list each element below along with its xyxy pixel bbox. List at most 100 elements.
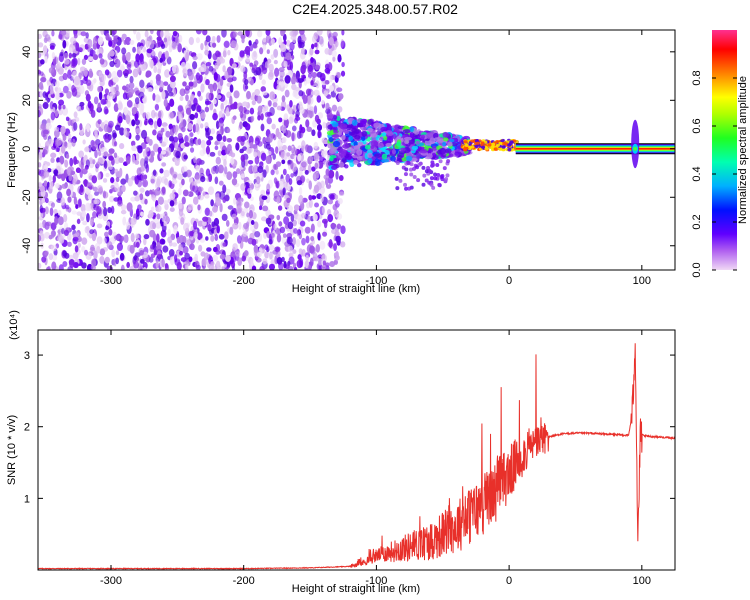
heatmap-cell <box>67 241 72 247</box>
heatmap-cell <box>245 30 250 37</box>
heatmap-cell <box>325 102 330 111</box>
heatmap-cell <box>202 30 208 36</box>
heatmap-cell <box>268 63 274 72</box>
heatmap-cell <box>334 40 339 48</box>
heatmap-cell <box>99 58 105 65</box>
heatmap-cell <box>277 205 283 211</box>
heatmap-cell <box>268 70 274 78</box>
heatmap-cell <box>249 62 254 67</box>
heatmap-cell <box>98 53 103 59</box>
heatmap-cell <box>202 190 206 197</box>
heatmap-cell <box>189 147 195 153</box>
heatmap-cell <box>251 64 258 72</box>
heatmap-cell <box>104 136 111 143</box>
heatmap-cell <box>39 204 44 214</box>
heatmap-cell <box>283 118 289 127</box>
heatmap-cell <box>195 30 202 35</box>
heatmap-cell <box>462 147 467 151</box>
heatmap-cell <box>219 203 223 213</box>
heatmap-cell <box>205 79 210 86</box>
heatmap-cell <box>253 244 259 253</box>
heatmap-cell <box>160 127 165 133</box>
heatmap-cell <box>44 145 49 155</box>
heatmap-cell <box>224 70 229 80</box>
heatmap-cell <box>360 120 367 128</box>
heatmap-cell <box>163 200 169 205</box>
heatmap-cell <box>87 56 94 62</box>
heatmap-cell <box>83 178 88 187</box>
heatmap-cell <box>325 168 330 176</box>
heatmap-cell <box>56 191 63 201</box>
heatmap-cell <box>225 219 230 227</box>
heatmap-cell <box>54 215 59 226</box>
heatmap-cell <box>194 123 200 133</box>
spectrogram-y-axis-label: Frequency (Hz) <box>6 112 18 188</box>
heatmap-cell <box>136 145 143 150</box>
heatmap-cell <box>290 160 294 170</box>
heatmap-cell <box>130 232 135 243</box>
heatmap-cell <box>226 138 233 143</box>
heatmap-cell <box>454 151 460 156</box>
heatmap-cell <box>147 87 153 93</box>
heatmap-cell <box>111 70 118 80</box>
heatmap-cell <box>330 223 337 228</box>
heatmap-cell <box>206 247 212 252</box>
heatmap-cell <box>216 94 222 99</box>
heatmap-cell <box>161 186 166 193</box>
heatmap-cell <box>394 176 399 181</box>
heatmap-cell <box>205 127 212 136</box>
heatmap-cell <box>426 153 433 160</box>
heatmap-cell <box>62 85 69 94</box>
heatmap-cell <box>269 91 276 101</box>
heatmap-cell <box>69 157 74 167</box>
heatmap-cell <box>103 237 107 245</box>
heatmap-cell <box>316 123 323 131</box>
heatmap-cell <box>178 202 183 210</box>
heatmap-cell <box>239 121 243 130</box>
heatmap-cell <box>51 30 55 37</box>
heatmap-cell <box>232 222 239 230</box>
heatmap-cell <box>134 195 141 202</box>
heatmap-cell <box>311 129 316 137</box>
heatmap-cell <box>178 244 183 250</box>
heatmap-cell <box>101 73 106 82</box>
heatmap-cell <box>263 231 268 240</box>
heatmap-cell <box>188 191 194 198</box>
heatmap-cell <box>308 109 315 118</box>
heatmap-cell <box>103 207 108 217</box>
heatmap-cell <box>317 130 322 139</box>
heatmap-cell <box>178 113 183 122</box>
heatmap-cell <box>197 90 202 97</box>
heatmap-cell <box>243 201 250 209</box>
heatmap-cell <box>230 103 237 110</box>
heatmap-cell <box>233 90 240 99</box>
heatmap-cell <box>144 190 150 197</box>
heatmap-cell <box>125 83 130 93</box>
heatmap-cell <box>90 265 97 270</box>
heatmap-cell <box>67 133 72 142</box>
heatmap-cell <box>409 126 415 132</box>
heatmap-cell <box>253 145 258 154</box>
heatmap-cell <box>73 121 78 131</box>
heatmap-cell <box>222 135 227 143</box>
heatmap-cell <box>217 164 224 174</box>
heatmap-cell <box>58 99 65 106</box>
heatmap-cell <box>152 129 157 136</box>
heatmap-cell <box>337 197 343 205</box>
heatmap-cell <box>287 245 293 253</box>
snr-x-tick-label: -100 <box>365 575 387 587</box>
heatmap-cell <box>246 147 252 154</box>
heatmap-cell <box>273 177 278 184</box>
heatmap-cell <box>55 91 60 101</box>
heatmap-cell <box>329 75 333 83</box>
heatmap-cell <box>257 165 264 174</box>
heatmap-cell <box>208 210 213 217</box>
heatmap-cell <box>123 127 128 137</box>
heatmap-cell <box>40 85 44 91</box>
heatmap-cell <box>123 39 127 45</box>
heatmap-cell <box>338 93 344 100</box>
heatmap-cell <box>66 167 71 176</box>
heatmap-cell <box>276 196 281 204</box>
heatmap-cell <box>62 72 68 81</box>
heatmap-cell <box>208 229 214 235</box>
